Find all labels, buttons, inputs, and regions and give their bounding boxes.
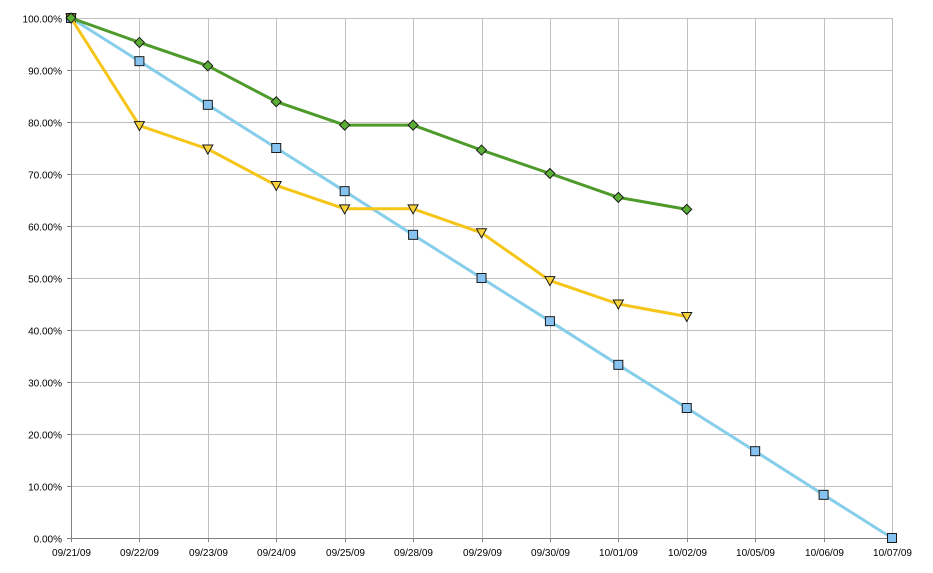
- x-tick-label: 10/07/09: [873, 548, 912, 559]
- x-tick-label: 10/01/09: [599, 548, 638, 559]
- data-point: [476, 273, 487, 283]
- y-tick-label: 60.00%: [28, 223, 62, 234]
- series-layer: [65, 12, 897, 543]
- y-tick-label: 0.00%: [34, 535, 62, 546]
- series-2: [65, 12, 693, 216]
- x-tick-label: 09/22/09: [120, 548, 159, 559]
- data-point: [887, 533, 897, 543]
- series-1: [65, 13, 693, 323]
- x-tick-label: 09/29/09: [463, 548, 502, 559]
- y-tick-label: 90.00%: [28, 67, 62, 78]
- x-tick-label: 10/06/09: [805, 548, 844, 559]
- y-tick-label: 30.00%: [28, 379, 62, 390]
- y-tick-label: 20.00%: [28, 431, 62, 442]
- y-tick-label: 10.00%: [28, 483, 62, 494]
- label-layer: 0.00% 10.00% 20.00% 30.00% 40.00% 50.00% 60.00…: [23, 15, 913, 560]
- data-point: [202, 99, 213, 110]
- data-point: [612, 191, 625, 204]
- data-point: [201, 144, 214, 156]
- data-point: [338, 204, 351, 215]
- x-tick-label: 09/28/09: [394, 548, 433, 559]
- x-tick-label: 09/24/09: [257, 548, 296, 559]
- data-point: [544, 276, 556, 287]
- data-point: [133, 121, 146, 132]
- data-point: [202, 60, 214, 72]
- data-point: [270, 180, 283, 192]
- y-tick-label: 80.00%: [28, 119, 62, 130]
- x-tick-label: 09/30/09: [531, 548, 570, 559]
- data-point: [475, 144, 488, 156]
- data-point: [339, 186, 350, 197]
- data-point: [544, 316, 555, 327]
- data-point: [270, 96, 282, 108]
- data-point: [750, 446, 761, 457]
- data-point: [475, 228, 488, 239]
- data-point: [681, 403, 692, 413]
- data-point: [407, 119, 419, 131]
- data-point: [338, 119, 351, 131]
- data-point: [613, 359, 624, 370]
- data-point: [612, 299, 625, 311]
- x-tick-label: 09/23/09: [189, 548, 228, 559]
- data-point: [134, 56, 145, 67]
- series-0: [66, 13, 897, 543]
- series-line: [70, 16, 688, 211]
- data-point: [407, 204, 419, 215]
- data-point: [408, 229, 419, 240]
- data-point: [271, 143, 282, 153]
- x-tick-label: 09/25/09: [326, 548, 365, 559]
- y-tick-label: 100.00%: [23, 15, 63, 26]
- data-point: [818, 489, 829, 500]
- x-tick-label: 09/21/09: [52, 548, 91, 559]
- data-point: [133, 36, 146, 49]
- series-line: [69, 17, 688, 318]
- y-tick-label: 70.00%: [28, 171, 62, 182]
- y-tick-label: 40.00%: [28, 327, 62, 338]
- data-point: [680, 311, 693, 323]
- data-point: [544, 167, 556, 180]
- data-point: [65, 12, 77, 24]
- x-tick-label: 10/05/09: [736, 548, 775, 559]
- y-tick-label: 50.00%: [28, 275, 62, 286]
- data-point: [681, 203, 693, 216]
- axis-layer: [67, 18, 893, 542]
- x-tick-label: 10/02/09: [668, 548, 707, 559]
